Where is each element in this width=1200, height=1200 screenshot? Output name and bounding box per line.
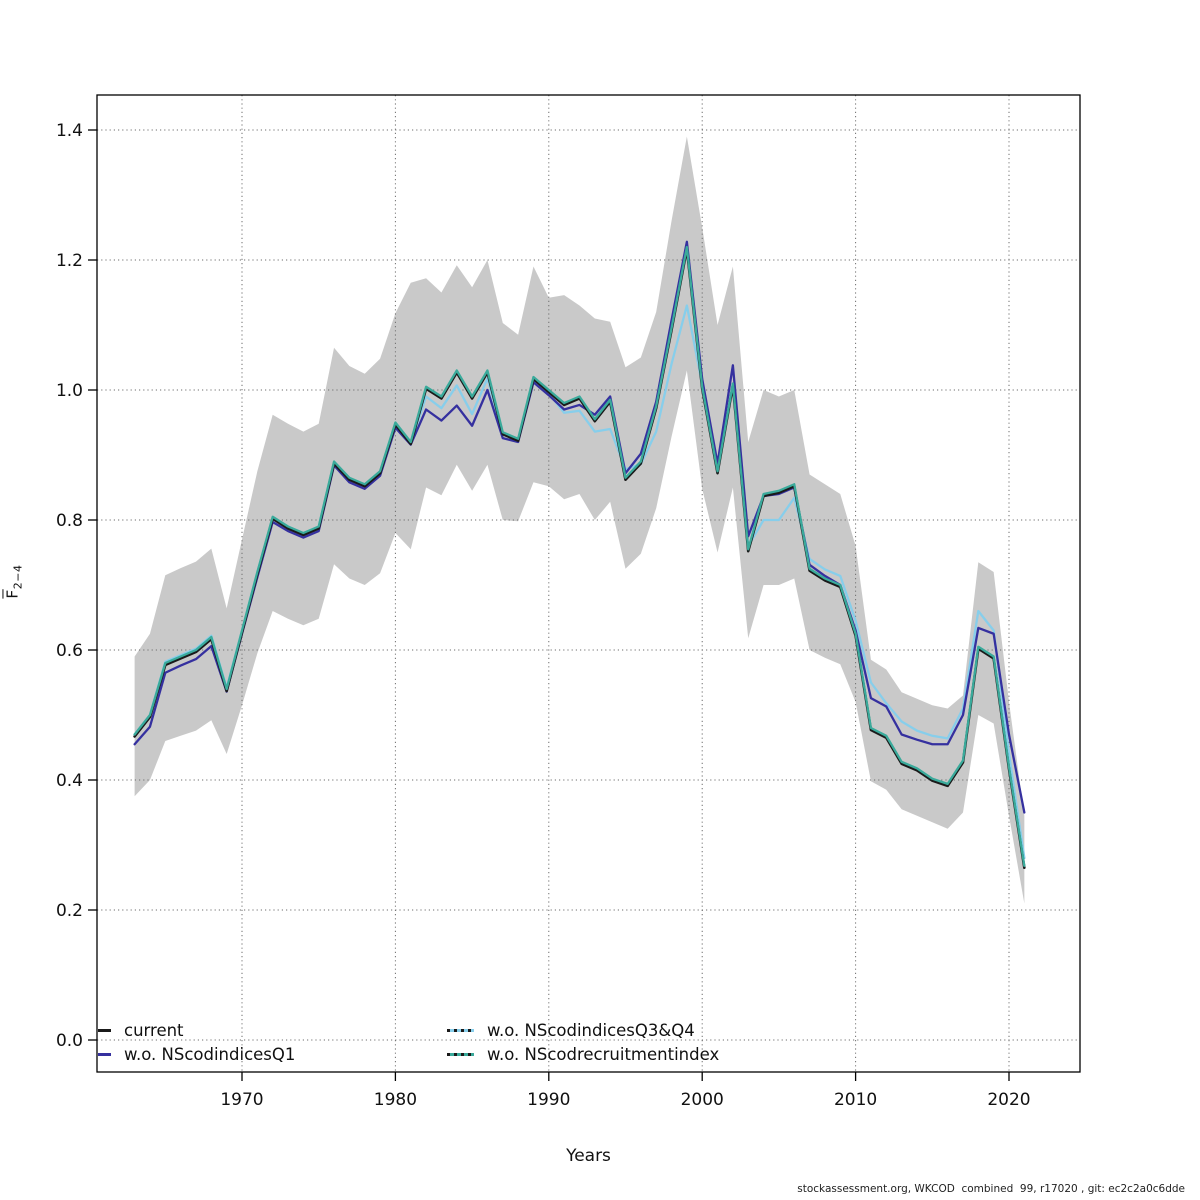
series-line-1 (133, 240, 1026, 814)
legend-item-wo-nscodrecruitmentindex: w.o. NScodrecruitmentindex (447, 1045, 719, 1064)
plot-border (96, 94, 1081, 1073)
y-tick-label: 1.2 (56, 251, 83, 271)
x-tick-label: 1980 (374, 1090, 417, 1110)
legend-marker-wo-nscodrecruitmentindex (447, 1052, 474, 1057)
source-attribution: stockassessment.org, WKCOD combined 99, … (797, 1183, 1185, 1195)
y-tick-label: 0.6 (56, 641, 83, 661)
y-tick-label: 1.4 (56, 121, 83, 141)
x-tick-label: 2010 (834, 1090, 877, 1110)
y-tick-label: 0.0 (56, 1031, 83, 1051)
x-axis-label: Years (566, 1146, 611, 1166)
legend-item-current: current (98, 1021, 184, 1040)
legend-marker-wo-nscodindicesq1 (98, 1052, 111, 1057)
y-axis-label-subscript: 2−4 (11, 564, 25, 590)
y-axis-label-base: F (3, 589, 22, 599)
legend-item-wo-nscodindicesq1: w.o. NScodindicesQ1 (98, 1045, 295, 1064)
y-tick-label: 1.0 (56, 381, 83, 401)
legend-label-wo-nscodindicesq3q4: w.o. NScodindicesQ3&Q4 (487, 1021, 695, 1040)
y-tick-label: 0.4 (56, 771, 83, 791)
x-tick-label: 1990 (527, 1090, 570, 1110)
series-line-3 (133, 245, 1026, 867)
legend-label-current: current (124, 1021, 184, 1040)
legend-item-wo-nscodindicesq3q4: w.o. NScodindicesQ3&Q4 (447, 1021, 695, 1040)
legend-marker-wo-nscodindicesq3q4 (447, 1028, 474, 1033)
y-tick-label: 0.8 (56, 511, 83, 531)
y-axis-label: F2−4 (3, 532, 24, 632)
x-tick-label: 2000 (681, 1090, 724, 1110)
legend-label-wo-nscodrecruitmentindex: w.o. NScodrecruitmentindex (487, 1045, 720, 1064)
x-tick-label: 1970 (220, 1090, 263, 1110)
y-tick-label: 0.2 (56, 901, 83, 921)
confidence-band (134, 136, 1025, 904)
x-tick-label: 2020 (987, 1090, 1030, 1110)
legend-marker-current (98, 1028, 111, 1033)
legend-label-wo-nscodindicesq1: w.o. NScodindicesQ1 (124, 1045, 296, 1064)
